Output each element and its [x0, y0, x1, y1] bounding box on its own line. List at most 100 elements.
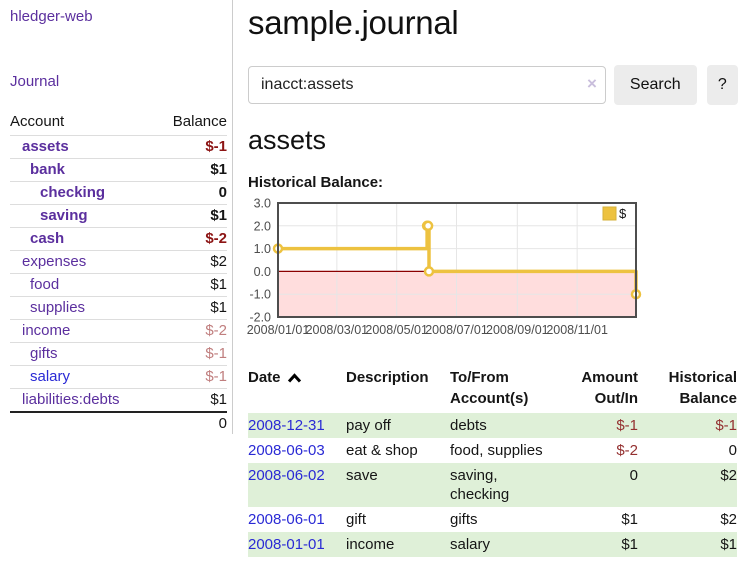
transaction-accounts: food, supplies	[450, 442, 543, 459]
account-row: liabilities:debts $1	[10, 388, 227, 413]
transaction-date-link[interactable]: 2008-06-02	[248, 467, 325, 484]
transaction-amount: 0	[629, 467, 638, 484]
account-link-checking[interactable]: checking	[40, 184, 106, 201]
account-row: gifts $-1	[10, 342, 227, 366]
account-balance: $1	[210, 161, 227, 178]
chart-legend-swatch	[602, 206, 617, 221]
accounts-total-value: 0	[218, 415, 227, 432]
account-link-bank[interactable]: bank	[30, 161, 66, 178]
app-title-link[interactable]: hledger-web	[10, 8, 93, 25]
account-row: salary $-1	[10, 365, 227, 389]
account-link-assets[interactable]: assets	[22, 138, 69, 155]
transaction-amount: $1	[621, 511, 638, 528]
transaction-amount: $-2	[616, 442, 638, 459]
transaction-amount: $1	[621, 536, 638, 553]
account-row: checking 0	[10, 181, 227, 205]
transaction-accounts: gifts	[450, 511, 478, 528]
register-header-description: Description	[346, 369, 429, 386]
transaction-balance: 0	[728, 442, 737, 459]
balance-chart: 3.0 2.0 1.0 0.0 -1.0 -2.02008/01/012008/03/01…	[247, 197, 642, 337]
transaction-balance: $2	[720, 511, 737, 528]
account-balance: $-1	[205, 138, 227, 155]
account-link-food[interactable]: food	[30, 276, 60, 293]
sidebar: hledger-web Journal Account Balance asse…	[10, 8, 227, 435]
transaction-amount: $-1	[616, 417, 638, 434]
svg-text:0.0: 0.0	[254, 265, 271, 279]
svg-text:-1.0: -1.0	[249, 288, 271, 302]
transaction-date-link[interactable]: 2008-12-31	[248, 417, 325, 434]
x-clear-icon[interactable]: ×	[586, 74, 597, 93]
account-link-saving[interactable]: saving	[40, 207, 88, 224]
account-balance: $-1	[205, 345, 227, 362]
account-link-liabilities-debts[interactable]: liabilities:debts	[22, 391, 120, 408]
svg-text:2008/09/01: 2008/09/01	[486, 323, 549, 337]
transaction-date-link[interactable]: 2008-06-03	[248, 442, 325, 459]
account-row: expenses $2	[10, 250, 227, 274]
chart-title: Historical Balance:	[248, 174, 384, 191]
transaction-accounts: debts	[450, 417, 487, 434]
search-button[interactable]: Search	[613, 65, 697, 105]
accounts-table-body: assets $-1 bank $1 checking 0 saving $1 cash $-2 e…	[10, 135, 227, 413]
account-link-supplies[interactable]: supplies	[30, 299, 86, 316]
svg-text:1.0: 1.0	[254, 242, 271, 256]
accounts-total-spacer	[10, 412, 155, 435]
register-row: 2008-06-03 eat & shop food, supplies $-2 0	[248, 438, 737, 463]
register-header-date[interactable]: Date	[248, 363, 346, 413]
account-row: supplies $1	[10, 296, 227, 320]
account-link-salary[interactable]: salary	[30, 368, 71, 385]
transaction-balance: $1	[720, 536, 737, 553]
account-heading: assets	[248, 125, 327, 155]
register-header-date-label: Date	[248, 369, 281, 386]
chart-border	[277, 202, 637, 318]
transaction-accounts: salary	[450, 536, 491, 553]
transaction-description: pay off	[346, 417, 391, 434]
account-row: cash $-2	[10, 227, 227, 251]
chart-data-point	[423, 266, 435, 277]
account-balance: $2	[210, 253, 227, 270]
sort-ascending-icon	[287, 373, 301, 383]
account-row: assets $-1	[10, 135, 227, 159]
account-balance: $-2	[205, 322, 227, 339]
account-link-cash[interactable]: cash	[30, 230, 65, 247]
register-table-body: 2008-12-31 pay off debts $-1 $-1 2008-06-03 ea…	[248, 413, 737, 557]
accounts-table: Account Balance assets $-1 bank $1 checking 0…	[10, 110, 227, 435]
help-button[interactable]: ?	[706, 65, 738, 105]
svg-text:-2.0: -2.0	[249, 311, 271, 325]
transaction-description: income	[346, 536, 395, 553]
register-row: 2008-06-01 gift gifts $1 $2	[248, 507, 737, 532]
svg-text:2008/07/01: 2008/07/01	[425, 323, 488, 337]
account-balance: $-1	[205, 368, 227, 385]
accounts-table-header-row: Account Balance	[10, 110, 227, 136]
svg-text:2008/11/01: 2008/11/01	[546, 323, 608, 337]
accounts-header-account: Account	[10, 113, 65, 130]
account-balance: $1	[210, 391, 227, 408]
accounts-total-row: 0	[10, 412, 227, 435]
transaction-accounts: saving, checking	[450, 467, 510, 503]
chart-legend-label: $	[619, 206, 627, 221]
svg-text:3.0: 3.0	[254, 197, 271, 211]
account-balance: $1	[210, 207, 227, 224]
account-balance: $1	[210, 299, 227, 316]
svg-text:2.0: 2.0	[254, 219, 271, 233]
transaction-balance: $-1	[715, 417, 737, 434]
transaction-date-link[interactable]: 2008-06-01	[248, 511, 325, 528]
account-balance: 0	[218, 184, 227, 201]
svg-text:2008/05/01: 2008/05/01	[365, 323, 428, 337]
register-table: Date Description To/From Account(s) Amou…	[248, 363, 737, 557]
sidebar-item-journal[interactable]: Journal	[10, 73, 60, 90]
account-link-income[interactable]: income	[22, 322, 71, 339]
register-header-row: Date Description To/From Account(s) Amou…	[248, 363, 737, 413]
transaction-date-link[interactable]: 2008-01-01	[248, 536, 325, 553]
sidebar-divider	[232, 0, 233, 434]
account-balance: $-2	[205, 230, 227, 247]
search-input[interactable]	[248, 66, 606, 104]
register-row: 2008-06-02 save saving, checking 0 $2	[248, 463, 737, 507]
accounts-header-balance: Balance	[172, 113, 227, 130]
account-link-gifts[interactable]: gifts	[30, 345, 58, 362]
account-row: income $-2	[10, 319, 227, 343]
transaction-description: eat & shop	[346, 442, 418, 459]
account-link-expenses[interactable]: expenses	[22, 253, 87, 270]
transaction-balance: $2	[720, 467, 737, 484]
chart-data-point	[422, 220, 434, 232]
transaction-description: gift	[346, 511, 367, 528]
